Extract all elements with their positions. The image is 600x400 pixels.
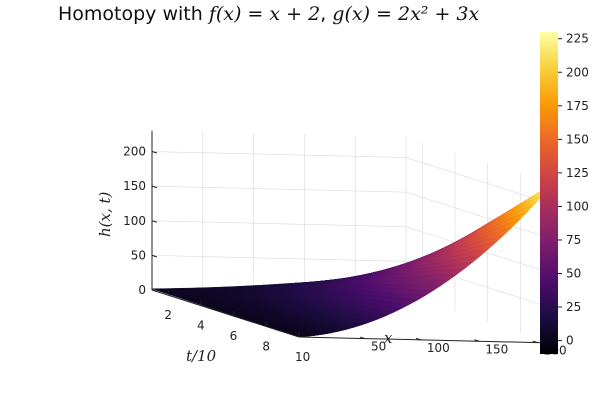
z-tick-mark — [151, 220, 158, 223]
grid-line — [151, 220, 407, 228]
colorbar-tick-label: 50 — [566, 267, 581, 281]
t-tick-label: 10 — [295, 350, 310, 364]
z-tick-mark — [151, 151, 158, 154]
z-tick-mark — [151, 289, 158, 292]
colorbar-tick-label: 200 — [566, 65, 589, 79]
colorbar-ticks: 0 25 50 75 100 125 150 175 200 225 — [558, 32, 589, 348]
z-tick-label: 150 — [123, 179, 146, 193]
grid-line — [151, 185, 407, 193]
t-tick-label: 4 — [197, 319, 205, 333]
x-tick-label: 100 — [427, 341, 450, 355]
chart-title: Homotopy with f(x) = x + 2, g(x) = 2x² +… — [58, 3, 479, 25]
x-tick-mark — [415, 337, 422, 341]
colorbar-tick-label: 0 — [566, 334, 574, 348]
colorbar-tick-label: 100 — [566, 199, 589, 213]
colorbar — [540, 32, 558, 354]
axis-ticks: 24681050100150200050100150200 — [123, 145, 567, 364]
x-axis-line — [298, 336, 554, 344]
z-tick-mark — [151, 254, 158, 258]
z-axis-title: h(x, t) — [96, 191, 114, 237]
grid-line — [405, 157, 554, 205]
z-tick-label: 200 — [123, 145, 146, 159]
z-tick-label: 100 — [123, 214, 146, 228]
surface-cell — [151, 288, 167, 292]
grid-line — [151, 151, 407, 158]
z-tick-mark — [151, 185, 158, 189]
z-tick-label: 0 — [138, 283, 146, 297]
colorbar-tick-label: 125 — [566, 166, 589, 180]
z-tick-label: 50 — [131, 248, 146, 262]
colorbar-tick-label: 150 — [566, 132, 589, 146]
colorbar-tick-label: 225 — [566, 32, 589, 46]
y-axis-title: x — [384, 329, 393, 347]
x-tick-mark — [474, 339, 480, 342]
x-tick-mark — [359, 336, 366, 340]
axis-lines — [151, 130, 554, 344]
x-tick-mark — [532, 340, 538, 344]
x-axis-title: t/10 — [186, 347, 217, 365]
x-tick-label: 50 — [371, 340, 386, 354]
surface-mesh — [151, 183, 554, 338]
colorbar-tick-label: 25 — [566, 300, 581, 314]
x-tick-label: 150 — [485, 342, 508, 356]
t-axis-line — [151, 289, 300, 338]
colorbar-tick-label: 175 — [566, 99, 589, 113]
grid-line — [405, 191, 554, 240]
t-tick-label: 6 — [230, 329, 238, 343]
t-tick-label: 8 — [262, 340, 270, 354]
t-tick-label: 2 — [164, 308, 172, 322]
colorbar-tick-label: 75 — [566, 233, 581, 247]
grid-line — [151, 255, 407, 262]
axis-walls — [151, 131, 554, 343]
